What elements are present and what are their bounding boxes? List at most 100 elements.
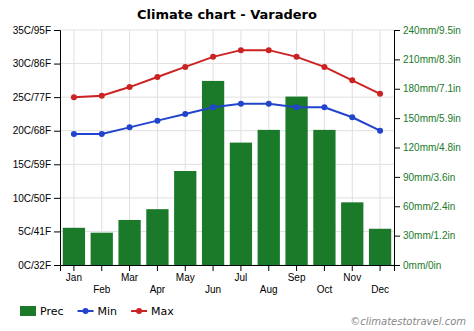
x-tick-mark [240,265,241,271]
x-tick-label: Aug [260,284,278,295]
x-tick-mark [296,265,297,271]
marker [238,101,244,107]
y2-tick-mark [394,206,400,207]
x-tick-mark [129,265,130,271]
marks [63,47,391,265]
y-tick-label: 30C/86F [13,58,51,69]
y2-tick: 0mm/0in [394,260,441,271]
x-tick: Jun [205,265,221,295]
marker [210,104,216,110]
y2-tick: 30mm/1.2in [394,230,455,241]
axis-domain [61,266,395,272]
y-tick-mark [54,30,60,31]
y-tick-label: 35C/95F [13,25,51,36]
y2-tick-mark [394,265,400,266]
grid-line-y [60,63,394,64]
marker [294,54,300,60]
x-tick: Feb [93,265,111,295]
legend-label: Prec [40,305,64,318]
y2-tick-label: 0mm/0in [403,260,441,271]
y-tick-label: 25C/77F [13,92,51,103]
grid-line-y [60,97,394,98]
y2-tick-label: 210mm/8.3in [403,54,461,65]
y-tick-mark [54,231,60,232]
y-tick-mark [54,131,60,132]
y-tick-mark [54,64,60,65]
marker [349,77,355,83]
y2-tick-mark [394,118,400,119]
marker [266,47,272,53]
x-tick: Mar [121,265,139,283]
y2-tick-mark [394,148,400,149]
marker [210,54,216,60]
bar [118,220,140,265]
y2-tick-label: 180mm/7.1in [403,83,461,94]
y2-tick: 120mm/4.8in [394,142,461,153]
x-tick-label: Jul [235,272,248,283]
marker [377,91,383,97]
marker [238,47,244,53]
y2-tick: 180mm/7.1in [394,83,461,94]
y2-tick: 60mm/2.4in [394,201,455,212]
marker [182,111,188,117]
marker [321,64,327,70]
y-tick: 5C/41F [18,226,60,237]
bar [146,209,168,265]
x-tick: Jul [235,265,248,283]
x-tick: Sep [288,265,306,283]
y2-tick: 90mm/3.6in [394,172,455,183]
x-tick-label: Jun [205,284,221,295]
y2-tick-mark [394,177,400,178]
y2-tick-mark [394,89,400,90]
legend-marker [83,308,89,314]
marker [99,131,105,137]
x-tick: Nov [343,265,361,283]
marker [294,104,300,110]
y-tick-label: 5C/41F [18,226,51,237]
bar [63,228,85,265]
bar [258,130,280,265]
marker [182,64,188,70]
y-tick: 20C/68F [13,125,60,136]
x-axis: JanFebMarAprMayJunJulAugSepOctNovDec [61,265,395,295]
x-tick-label: Dec [371,284,389,295]
bar [313,130,335,265]
y2-tick: 240mm/9.5in [394,25,461,36]
bar [285,97,307,265]
y-axis: 0C/32F5C/41F10C/50F15C/59F20C/68F25C/77F… [13,25,61,271]
y-tick-label: 0C/32F [18,260,51,271]
marker [266,101,272,107]
x-tick-label: Feb [93,284,111,295]
grid-line-y [60,164,394,165]
x-tick-mark [380,265,381,271]
legend-item: Min [78,305,118,318]
line [74,104,380,134]
y2-tick-label: 90mm/3.6in [403,172,455,183]
axis-domain [395,31,401,266]
legend-swatch [20,306,36,316]
x-tick-label: Nov [343,272,361,283]
y-tick-label: 20C/68F [13,125,51,136]
x-tick-mark [352,265,353,271]
y-tick: 25C/77F [13,92,60,103]
x-tick: Jan [66,265,82,283]
y2-tick-mark [394,236,400,237]
plot: JanFebMarAprMayJunJulAugSepOctNovDec0C/3… [13,25,461,295]
line [74,50,380,97]
bar-series [63,81,391,265]
y2-tick-label: 240mm/9.5in [403,25,461,36]
chart: JanFebMarAprMayJunJulAugSepOctNovDec0C/3… [0,0,474,331]
marker [71,94,77,100]
bar [91,233,113,265]
y2-tick: 210mm/8.3in [394,54,461,65]
x-tick-label: Mar [121,272,139,283]
x-tick-mark [213,265,214,271]
y2-tick-label: 120mm/4.8in [403,142,461,153]
y2-axis: 0mm/0in 30mm/1.2in 60mm/2.4in 90mm/3.6in 120… [394,25,461,271]
marker [127,124,133,130]
marker [349,114,355,120]
x-tick-label: May [176,272,195,283]
y2-tick-mark [394,59,400,60]
legend-label: Min [98,305,118,318]
y-tick: 35C/95F [13,25,60,36]
